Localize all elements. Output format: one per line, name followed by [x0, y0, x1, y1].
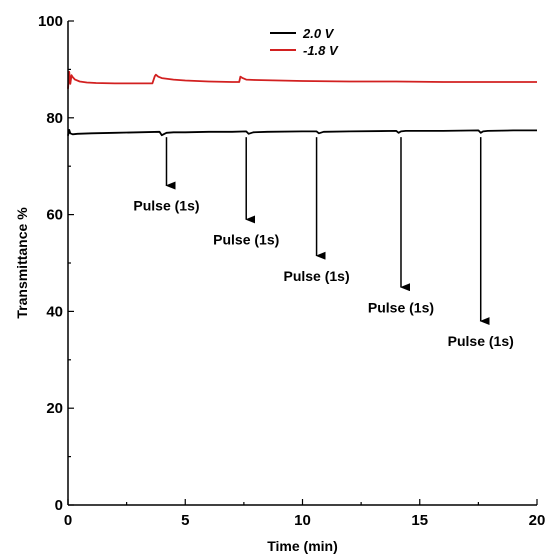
x-tick-label: 0: [64, 512, 72, 529]
x-tick-label: 20: [529, 512, 546, 529]
x-tick-label: 5: [181, 512, 189, 529]
pulse-label: Pulse (1s): [283, 268, 349, 284]
y-tick-label: 40: [46, 303, 63, 320]
y-tick-label: 60: [46, 207, 63, 224]
x-axis-title: Time (min): [267, 538, 338, 554]
x-tick-label: 15: [411, 512, 428, 529]
annotations: Pulse (1s) Pulse (1s) Pulse (1s) Pulse (1s)…: [133, 137, 514, 349]
legend-label: -1.8 V: [303, 43, 339, 58]
y-tick-label: 80: [46, 110, 63, 127]
x-tick-label: 10: [294, 512, 311, 529]
y-tick-label: 0: [55, 497, 63, 514]
pulse-label: Pulse (1s): [133, 198, 199, 214]
y-tick-label: 100: [38, 13, 63, 30]
series-line-negative: [67, 70, 537, 89]
y-axis-title: Transmittance %: [14, 207, 30, 319]
pulse-label: Pulse (1s): [213, 232, 279, 248]
legend-label: 2.0 V: [302, 26, 335, 41]
series-line-positive: [67, 128, 537, 137]
axes: 0 20 40 60 80 100 0 5 10 15 20: [38, 13, 545, 529]
pulse-label: Pulse (1s): [368, 299, 434, 315]
y-tick-label: 20: [46, 400, 63, 417]
pulse-label: Pulse (1s): [448, 333, 514, 349]
plot-area: [67, 70, 537, 137]
legend: 2.0 V -1.8 V: [270, 26, 339, 58]
